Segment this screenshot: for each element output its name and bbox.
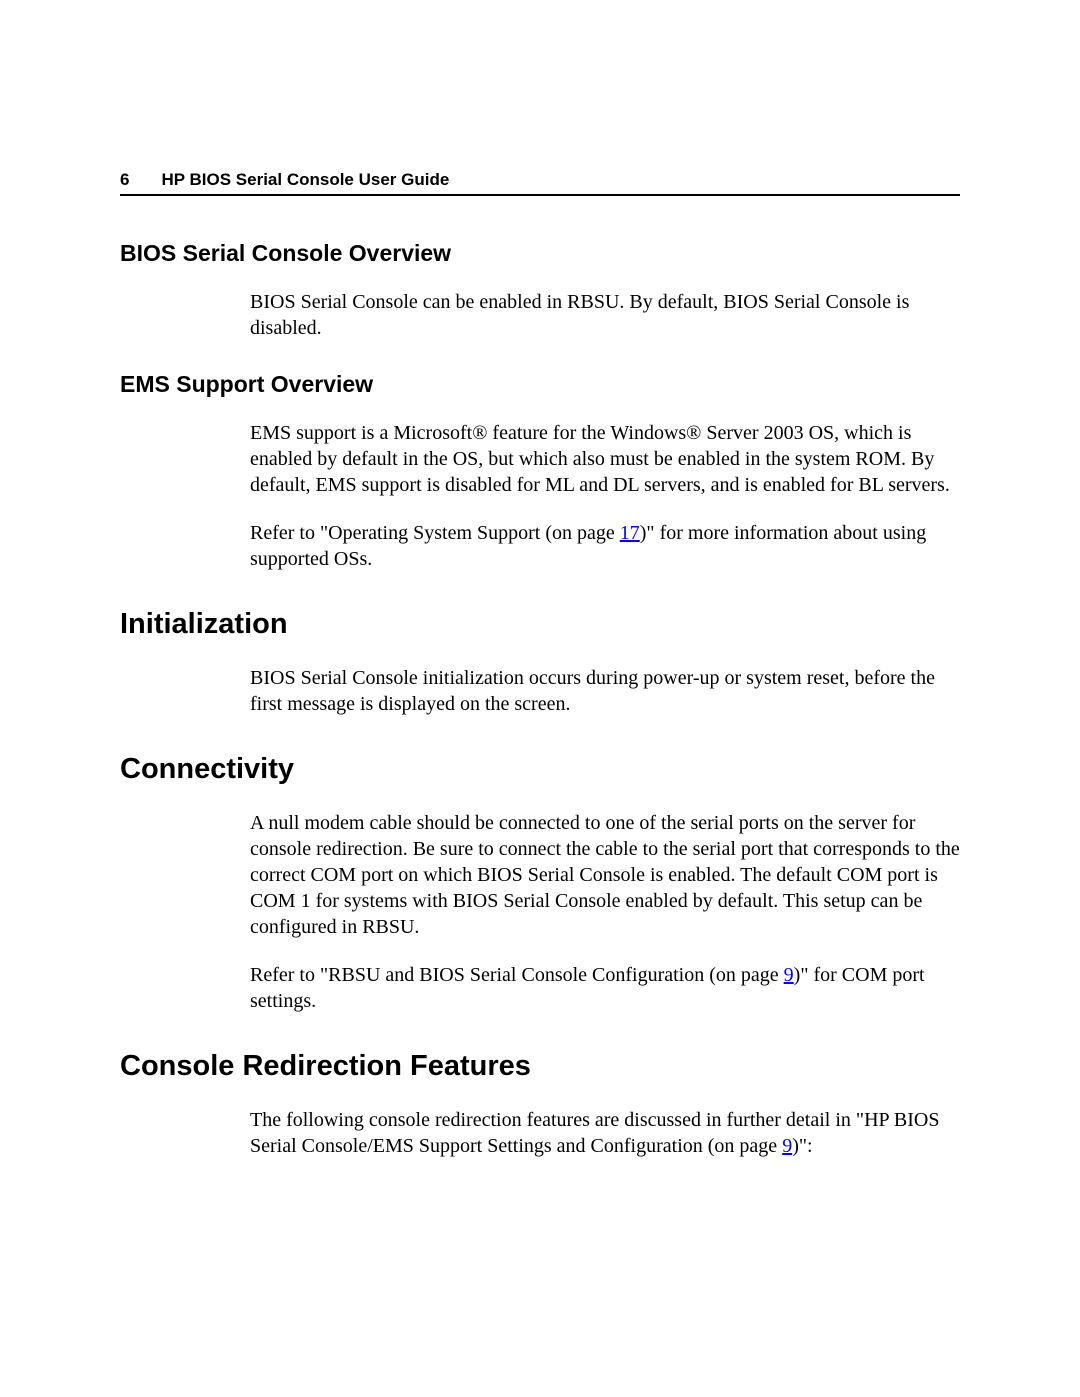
text-cr-p1-pre: The following console redirection featur… [250, 1109, 939, 1157]
heading-ems-overview: EMS Support Overview [120, 371, 960, 398]
paragraph-bios-overview: BIOS Serial Console can be enabled in RB… [250, 289, 960, 341]
heading-connectivity: Connectivity [120, 753, 960, 786]
page-number: 6 [120, 170, 129, 190]
heading-initialization: Initialization [120, 608, 960, 641]
paragraph-connectivity-p1: A null modem cable should be connected t… [250, 810, 960, 940]
page-header: 6 HP BIOS Serial Console User Guide [120, 170, 960, 196]
heading-console-redirection: Console Redirection Features [120, 1050, 960, 1083]
heading-bios-overview: BIOS Serial Console Overview [120, 240, 960, 267]
link-page-9-a[interactable]: 9 [784, 964, 794, 986]
link-page-9-b[interactable]: 9 [782, 1135, 792, 1157]
text-ems-p2-pre: Refer to "Operating System Support (on p… [250, 522, 620, 544]
link-page-17[interactable]: 17 [620, 522, 640, 544]
paragraph-ems-p1: EMS support is a Microsoft® feature for … [250, 420, 960, 498]
paragraph-connectivity-p2: Refer to "RBSU and BIOS Serial Console C… [250, 962, 960, 1014]
paragraph-console-redirection: The following console redirection featur… [250, 1107, 960, 1159]
header-title: HP BIOS Serial Console User Guide [161, 170, 449, 190]
paragraph-ems-p2: Refer to "Operating System Support (on p… [250, 520, 960, 572]
text-cr-p1-post: )": [792, 1135, 812, 1157]
paragraph-initialization: BIOS Serial Console initialization occur… [250, 665, 960, 717]
text-conn-p2-pre: Refer to "RBSU and BIOS Serial Console C… [250, 964, 784, 986]
